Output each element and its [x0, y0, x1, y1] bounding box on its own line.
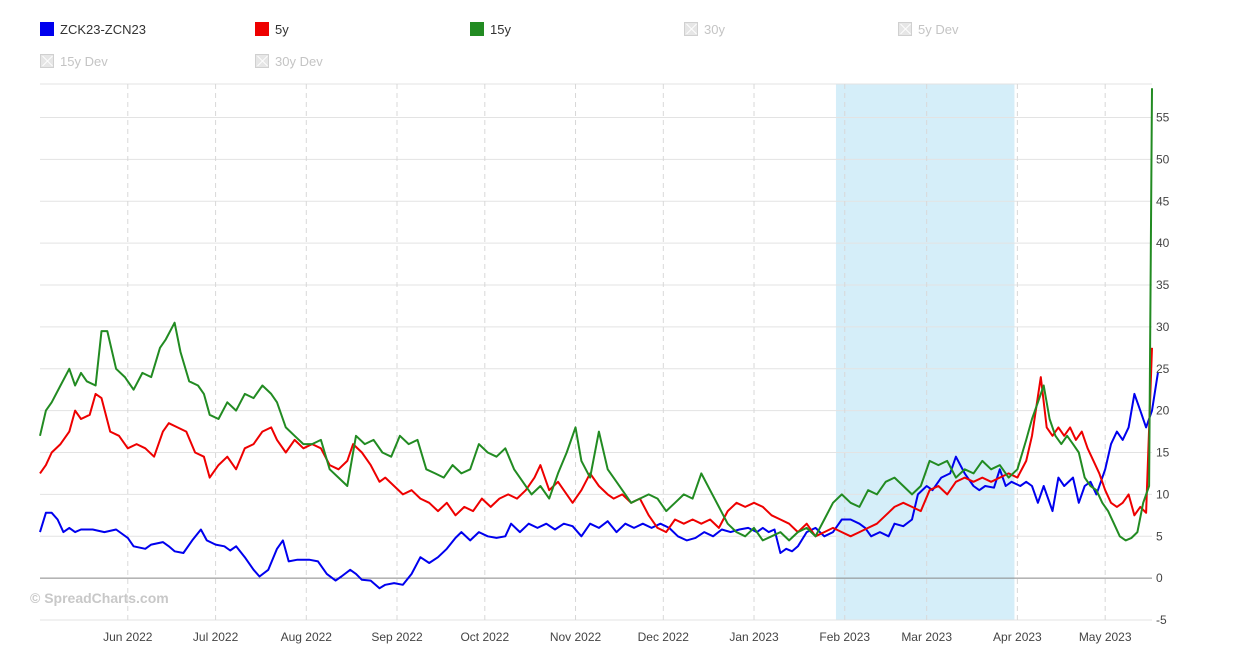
- legend-swatch: [255, 22, 269, 36]
- y-tick-label: 25: [1156, 362, 1170, 376]
- legend-item-30y[interactable]: 30y: [684, 20, 725, 38]
- legend-swatch: [40, 54, 54, 68]
- legend-item-15y[interactable]: 15y: [470, 20, 511, 38]
- legend-swatch: [898, 22, 912, 36]
- y-tick-label: 35: [1156, 278, 1170, 292]
- legend-swatch: [470, 22, 484, 36]
- legend-swatch: [40, 22, 54, 36]
- y-tick-label: -5: [1156, 613, 1167, 627]
- legend-label: 30y: [704, 21, 725, 37]
- legend-label: 15y Dev: [60, 53, 108, 69]
- x-tick-label: Apr 2023: [993, 630, 1042, 644]
- y-tick-label: 20: [1156, 404, 1170, 418]
- legend-label: 5y Dev: [918, 21, 959, 37]
- y-tick-label: 10: [1156, 487, 1170, 501]
- y-tick-label: 45: [1156, 194, 1170, 208]
- legend-swatch: [684, 22, 698, 36]
- legend-label: 30y Dev: [275, 53, 323, 69]
- legend-item-15y-dev[interactable]: 15y Dev: [40, 52, 108, 70]
- y-tick-label: 55: [1156, 111, 1170, 125]
- x-tick-label: Nov 2022: [550, 630, 602, 644]
- legend-item-5y[interactable]: 5y: [255, 20, 289, 38]
- y-tick-label: 5: [1156, 529, 1163, 543]
- legend-item-5y-dev[interactable]: 5y Dev: [898, 20, 958, 38]
- y-tick-label: 40: [1156, 236, 1170, 250]
- series-line-15y: [39, 88, 1153, 542]
- x-tick-label: Dec 2022: [638, 630, 690, 644]
- series-line-zck23-zcn23: [39, 372, 1159, 590]
- x-tick-label: Feb 2023: [819, 630, 870, 644]
- x-tick-label: Sep 2022: [371, 630, 423, 644]
- legend-label: 15y: [490, 21, 511, 37]
- x-tick-label: Aug 2022: [281, 630, 333, 644]
- legend-swatch: [255, 54, 269, 68]
- legend-label: 5y: [275, 21, 289, 37]
- x-tick-label: Mar 2023: [901, 630, 952, 644]
- y-tick-label: 50: [1156, 152, 1170, 166]
- y-tick-label: 30: [1156, 320, 1170, 334]
- x-tick-label: May 2023: [1079, 630, 1132, 644]
- x-tick-label: Jun 2022: [103, 630, 153, 644]
- legend-item-zck23-zcn23[interactable]: ZCK23-ZCN23: [40, 20, 146, 38]
- series-line-5y: [39, 347, 1153, 538]
- watermark-text: © SpreadCharts.com: [30, 590, 169, 606]
- highlight-band: [835, 84, 1015, 620]
- y-tick-label: 15: [1156, 446, 1170, 460]
- x-tick-label: Jan 2023: [729, 630, 779, 644]
- legend-label: ZCK23-ZCN23: [60, 21, 146, 37]
- x-tick-label: Oct 2022: [460, 630, 509, 644]
- y-tick-label: 0: [1156, 571, 1163, 585]
- x-tick-label: Jul 2022: [193, 630, 239, 644]
- legend-item-30y-dev[interactable]: 30y Dev: [255, 52, 323, 70]
